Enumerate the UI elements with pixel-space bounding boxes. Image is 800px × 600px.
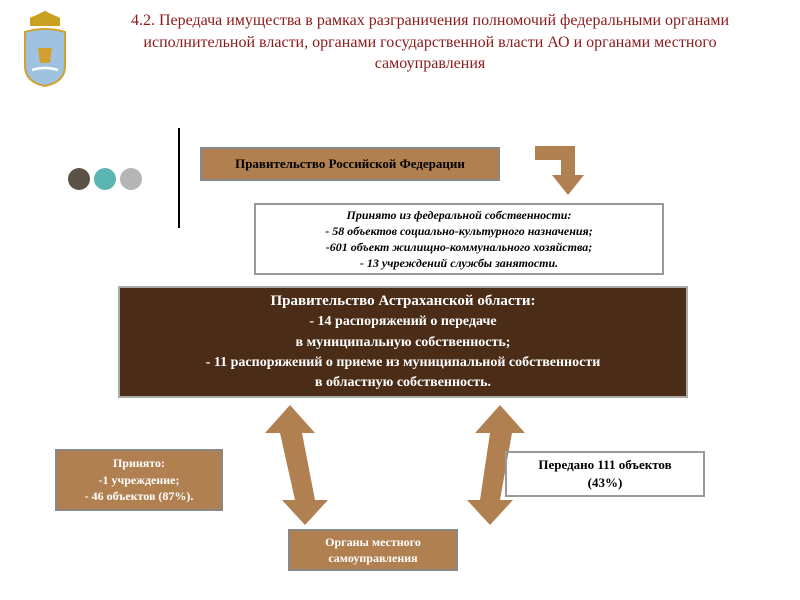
b4-l1: Принято: xyxy=(113,455,165,472)
b3-l1: - 14 распоряжений о передаче xyxy=(309,312,496,332)
b5-l2: (43%) xyxy=(588,474,623,492)
b5-l1: Передано 111 объектов xyxy=(538,456,671,474)
box-received-federal: Принято из федеральной собственности: - … xyxy=(254,203,664,275)
box-received-local: Принято: -1 учреждение; - 46 объектов (8… xyxy=(55,449,223,511)
decor-dots xyxy=(68,168,146,195)
b3-title: Правительство Астраханской области: xyxy=(270,291,535,313)
arrow-rf-to-received xyxy=(530,145,590,200)
page-title: 4.2. Передача имущества в рамках разгран… xyxy=(90,10,770,75)
b3-l2: в муниципальную собственность; xyxy=(296,333,511,353)
b6-l2: самоуправления xyxy=(328,550,417,566)
b2-l2: - 58 объектов социально-культурного назн… xyxy=(325,223,592,239)
b6-l1: Органы местного xyxy=(325,534,421,550)
b3-l3: - 11 распоряжений о приеме из муниципаль… xyxy=(206,353,601,373)
b4-l3: - 46 объектов (87%). xyxy=(85,488,194,505)
b4-l2: -1 учреждение; xyxy=(98,472,179,489)
box-gov-rf: Правительство Российской Федерации xyxy=(200,147,500,181)
b3-l4: в областную собственность. xyxy=(315,373,491,393)
arrow-local-to-received xyxy=(260,405,330,525)
box-astrakhan-gov: Правительство Астраханской области: - 14… xyxy=(118,286,688,398)
b2-l1: Принято из федеральной собственности: xyxy=(347,207,572,223)
box-gov-rf-label: Правительство Российской Федерации xyxy=(235,156,465,172)
vline xyxy=(178,128,180,228)
b2-l3: -601 объект жилищно-коммунального хозяйс… xyxy=(326,239,593,255)
box-local-gov: Органы местного самоуправления xyxy=(288,529,458,571)
b2-l4: - 13 учреждений службы занятости. xyxy=(360,255,558,271)
box-transferred: Передано 111 объектов (43%) xyxy=(505,451,705,497)
crest-icon xyxy=(10,8,80,88)
